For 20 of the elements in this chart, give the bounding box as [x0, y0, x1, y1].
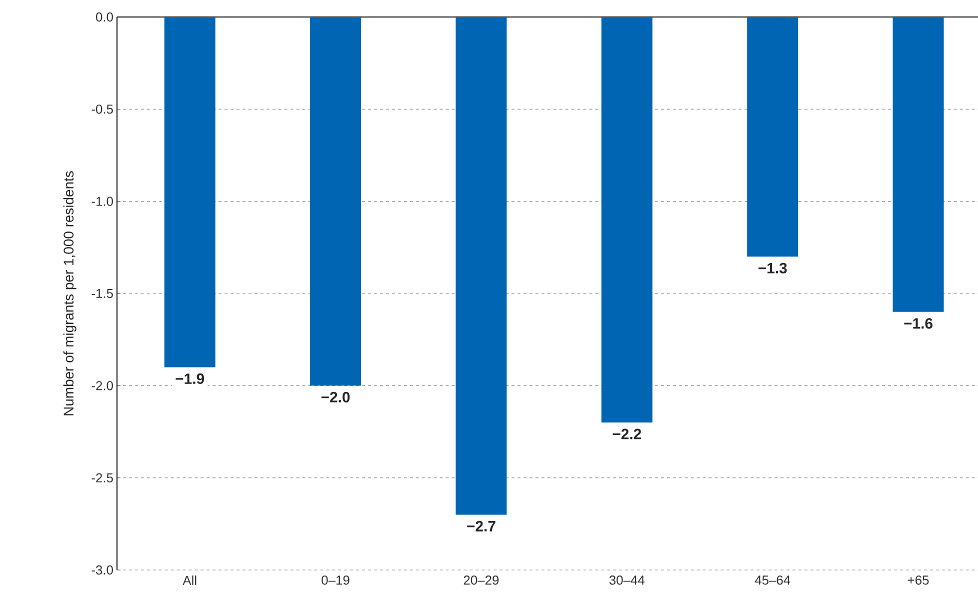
- data-label: −2.2: [612, 428, 642, 440]
- data-label: −1.6: [904, 318, 932, 329]
- x-tick-label: 30–44: [609, 576, 645, 585]
- data-label: −2.7: [467, 520, 496, 532]
- x-tick-label: 20–29: [464, 576, 499, 585]
- data-label: −1.9: [176, 373, 204, 384]
- x-tick-label: 0–19: [322, 576, 350, 585]
- data-label: −1.3: [758, 262, 787, 274]
- x-tick-label: 45–64: [754, 576, 790, 585]
- y-axis-title: Number of migrants per 1,000 residents: [63, 171, 76, 416]
- y-tick-label: -2.0: [92, 381, 113, 390]
- y-tick-label: -0.5: [92, 104, 113, 114]
- data-label: −2.0: [321, 392, 350, 402]
- y-tick-label: -3.0: [92, 565, 113, 575]
- y-tick-label: -1.0: [92, 196, 113, 206]
- y-tick-label: -2.5: [92, 473, 113, 482]
- x-tick-label: +65: [908, 576, 929, 585]
- y-tick-label: 0.0: [96, 12, 113, 22]
- x-tick-label: All: [182, 576, 196, 585]
- y-tick-label: -1.5: [92, 288, 113, 298]
